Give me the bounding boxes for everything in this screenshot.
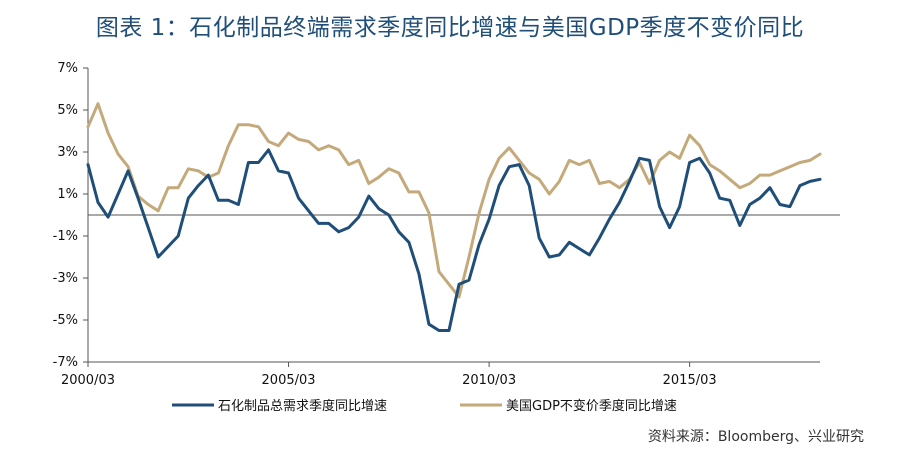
chart-title: 图表 1：石化制品终端需求季度同比增速与美国GDP季度不变价同比 <box>95 15 805 41</box>
x-tick-label: 2015/03 <box>663 373 717 388</box>
x-tick-label: 2010/03 <box>462 373 516 388</box>
y-tick-label: -3% <box>53 271 78 286</box>
y-tick-label: 3% <box>57 145 78 160</box>
x-tick-label: 2005/03 <box>262 373 316 388</box>
y-tick-label: -7% <box>53 355 78 370</box>
y-tick-label: 5% <box>57 103 78 118</box>
y-tick-label: -5% <box>53 313 78 328</box>
series-lines <box>86 102 822 332</box>
series-line-1 <box>86 148 822 332</box>
source-note: 资料来源：Bloomberg、兴业研究 <box>647 429 864 445</box>
legend-label-2: 美国GDP不变价季度同比增速 <box>506 398 677 414</box>
legend-label-1: 石化制品总需求季度同比增速 <box>218 398 387 414</box>
y-axis: 7% 5% 3% 1% -1% -3% -5% -7% <box>53 61 89 370</box>
legend: 石化制品总需求季度同比增速 美国GDP不变价季度同比增速 <box>172 398 677 414</box>
series-line-2 <box>86 102 822 299</box>
x-tick-label: 2000/03 <box>61 373 115 388</box>
y-tick-label: -1% <box>53 229 78 244</box>
y-tick-label: 7% <box>57 61 78 76</box>
x-axis: 2000/03 2005/03 2010/03 2015/03 <box>61 214 840 388</box>
y-tick-label: 1% <box>57 187 78 202</box>
